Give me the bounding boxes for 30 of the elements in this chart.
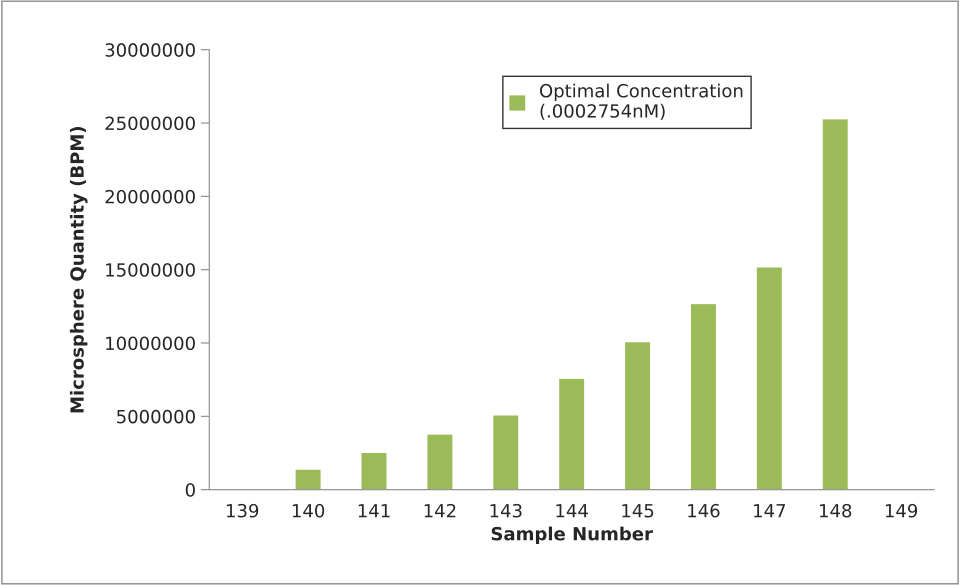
x-tick-label: 144 bbox=[556, 504, 588, 518]
x-tick-label: 139 bbox=[226, 504, 258, 518]
x-tick-label: 141 bbox=[358, 504, 390, 518]
y-tick-label: 25000000 bbox=[106, 116, 195, 130]
bar bbox=[492, 414, 520, 490]
y-axis-title: Microsphere Quantity (BPM) bbox=[70, 126, 88, 412]
x-tick-label: 143 bbox=[490, 504, 522, 518]
legend-label: Optimal Concentration (.0002754nM) bbox=[540, 84, 742, 120]
bar bbox=[426, 433, 454, 490]
y-tick-label: 5000000 bbox=[117, 410, 195, 424]
bar bbox=[360, 452, 388, 490]
y-tick-label: 15000000 bbox=[106, 263, 195, 277]
x-axis-title: Sample Number bbox=[492, 526, 653, 544]
bar bbox=[294, 468, 322, 490]
x-tick-label: 145 bbox=[622, 504, 654, 518]
y-tick-label: 10000000 bbox=[106, 336, 195, 350]
y-tick-label: 30000000 bbox=[106, 43, 195, 57]
bar bbox=[755, 266, 784, 490]
x-tick-label: 142 bbox=[424, 504, 456, 518]
bar bbox=[558, 378, 586, 490]
x-tick-label: 146 bbox=[688, 504, 720, 518]
y-tick-label: 0 bbox=[186, 483, 195, 497]
x-tick-label: 140 bbox=[292, 504, 324, 518]
bar bbox=[821, 118, 850, 490]
x-tick-label: 148 bbox=[820, 504, 852, 518]
bar bbox=[624, 340, 652, 490]
x-tick-label: 149 bbox=[886, 504, 918, 518]
x-tick-label: 147 bbox=[754, 504, 786, 518]
y-tick-label: 20000000 bbox=[106, 190, 195, 204]
bar bbox=[690, 302, 718, 490]
